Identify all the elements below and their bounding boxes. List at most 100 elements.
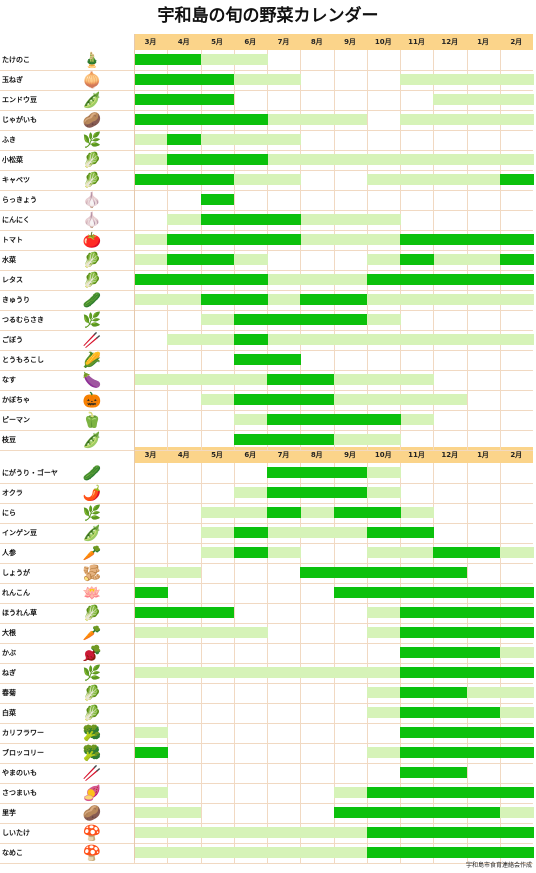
- peak-season-bar: [433, 607, 467, 618]
- peak-season-bar: [499, 847, 534, 858]
- season-bar: [300, 114, 334, 125]
- peak-season-bar: [466, 587, 501, 598]
- peak-season-bar: [233, 214, 268, 225]
- month-label: 10月: [374, 38, 392, 46]
- season-bar: [366, 374, 401, 385]
- month-label: 2月: [510, 38, 523, 46]
- peak-season-bar: [333, 807, 368, 818]
- season-bar: [333, 667, 368, 678]
- vegetable-picture-icon: 🥕: [82, 544, 102, 562]
- season-bar: [233, 414, 268, 425]
- month-label: 6月: [244, 38, 257, 46]
- vegetable-row: レタス 🥬: [0, 270, 534, 291]
- month-cell: [333, 130, 367, 150]
- peak-season-bar: [267, 467, 301, 478]
- season-bar: [134, 667, 168, 678]
- vegetable-row: 里芋 🥔: [0, 803, 534, 824]
- peak-season-bar: [300, 414, 334, 425]
- grid-divider: [134, 34, 135, 860]
- peak-season-bar: [366, 527, 401, 538]
- peak-season-bar: [400, 827, 434, 838]
- vegetable-picture-icon: 🍆: [82, 371, 102, 389]
- month-cell: [366, 723, 400, 743]
- vegetable-row: にんにく 🧄: [0, 210, 533, 231]
- month-cell: [167, 430, 200, 450]
- season-bar: [433, 154, 467, 165]
- month-cell: [466, 50, 500, 70]
- vegetable-picture-icon: 🌿: [82, 664, 102, 682]
- peak-season-bar: [499, 787, 534, 798]
- season-bar: [134, 234, 168, 245]
- season-bar: [433, 114, 467, 125]
- month-header-2: 3月 4月 5月 6月 7月 8月 9月 10月 11月 12月 1月 2月: [134, 447, 533, 463]
- peak-season-bar: [433, 787, 467, 798]
- season-bar: [333, 787, 368, 798]
- season-bar: [400, 507, 434, 518]
- vegetable-name: にがうり・ゴーヤ: [2, 469, 58, 477]
- month-cell: [300, 90, 333, 110]
- month-cell: [433, 350, 466, 370]
- season-bar: [200, 527, 235, 538]
- season-bar: [333, 274, 368, 285]
- month-cell: [300, 250, 333, 270]
- vegetable-picture-icon: 🧄: [82, 211, 102, 229]
- season-bar: [499, 94, 534, 105]
- peak-season-bar: [233, 527, 268, 538]
- month-cell: [134, 503, 167, 523]
- vegetable-picture-icon: 🫛: [82, 91, 102, 109]
- season-bar: [366, 214, 401, 225]
- month-label: 12月: [441, 38, 459, 46]
- peak-season-bar: [134, 114, 168, 125]
- month-cell: [167, 523, 200, 543]
- month-cell: [134, 310, 167, 330]
- vegetable-picture-icon: 🍄: [82, 844, 102, 862]
- peak-season-bar: [300, 434, 334, 445]
- peak-season-bar: [167, 154, 201, 165]
- peak-season-bar: [433, 687, 467, 698]
- month-label: 3月: [144, 451, 157, 459]
- season-bar: [167, 334, 201, 345]
- month-cell: [200, 410, 234, 430]
- vegetable-name: 里芋: [2, 809, 16, 817]
- vegetable-name: ねぎ: [2, 669, 16, 677]
- peak-season-bar: [233, 294, 268, 305]
- month-cell: [400, 210, 433, 230]
- season-bar: [300, 214, 334, 225]
- month-label: 1月: [477, 38, 489, 46]
- month-cell: [433, 430, 466, 450]
- month-cell: [400, 310, 433, 330]
- season-bar: [433, 94, 467, 105]
- vegetable-picture-icon: 🥬: [82, 684, 102, 702]
- month-cell: [466, 523, 500, 543]
- month-cell: [333, 90, 367, 110]
- season-bar: [366, 627, 401, 638]
- vegetable-name: れんこん: [2, 589, 30, 597]
- month-cell: [267, 783, 300, 803]
- peak-season-bar: [366, 787, 401, 798]
- month-cell: [333, 723, 367, 743]
- month-cell: [366, 190, 400, 210]
- month-cell: [499, 503, 533, 523]
- season-bar: [466, 254, 501, 265]
- month-cell: [433, 483, 466, 503]
- month-cell: [200, 643, 234, 663]
- season-bar: [333, 334, 368, 345]
- peak-season-bar: [200, 214, 235, 225]
- season-bar: [366, 467, 401, 478]
- month-cell: [267, 583, 300, 603]
- month-cell: [333, 250, 367, 270]
- vegetable-picture-icon: 🌶️: [82, 484, 102, 502]
- season-bar: [200, 667, 235, 678]
- month-cell: [466, 390, 500, 410]
- season-bar: [366, 334, 401, 345]
- vegetable-name: ごぼう: [2, 336, 23, 344]
- peak-season-bar: [400, 567, 434, 578]
- vegetable-picture-icon: 🫛: [82, 431, 102, 449]
- vegetable-row: しいたけ 🍄: [0, 823, 534, 844]
- peak-season-bar: [400, 767, 434, 778]
- month-cell: [433, 523, 466, 543]
- month-cell: [466, 350, 500, 370]
- peak-season-bar: [400, 747, 434, 758]
- peak-season-bar: [499, 667, 534, 678]
- month-cell: [333, 763, 367, 783]
